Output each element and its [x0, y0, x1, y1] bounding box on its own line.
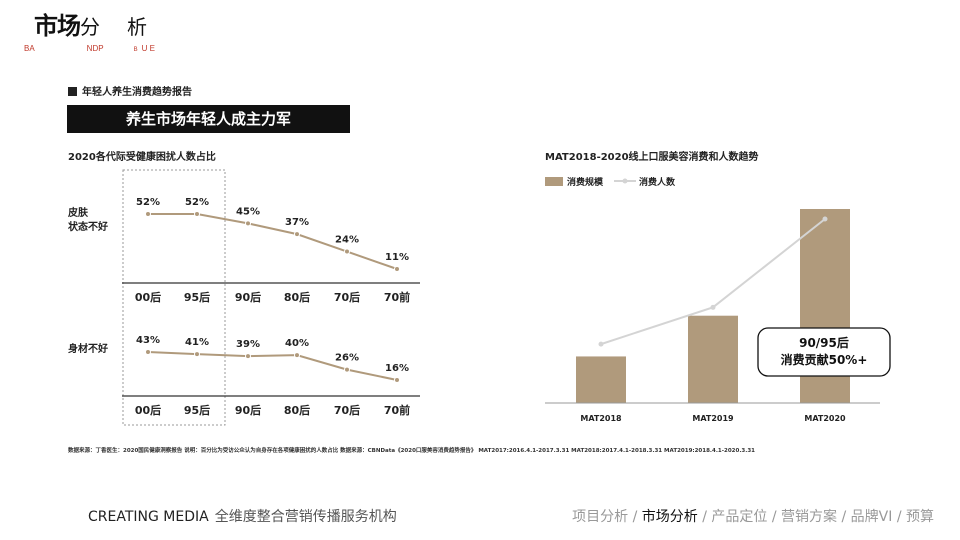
series-line [148, 213, 398, 270]
data-point [145, 349, 151, 355]
tick-label: 70前 [384, 403, 410, 417]
footer-brand: CREATING MEDIA 全维度整合营销传播服务机构 [88, 509, 397, 525]
series-label: 身材不好 [68, 342, 108, 355]
data-point [710, 304, 716, 310]
legend-swatch-bar [545, 177, 563, 186]
data-point [394, 266, 400, 272]
banner-heading: 养生市场年轻人成主力军 [67, 105, 350, 133]
tick-label: 95后 [184, 290, 210, 304]
nav-item[interactable]: 营销方案 [781, 509, 838, 525]
data-label: 39% [236, 339, 260, 350]
series-line [147, 351, 398, 381]
annotation-text: 90/95后 [799, 335, 849, 350]
bar-chart-title: MAT2018-2020线上口服美容消费和人数趋势 [545, 152, 759, 163]
data-label: 52% [185, 197, 209, 208]
nav-item[interactable]: 市场分析 [641, 509, 698, 525]
data-label: 43% [136, 335, 160, 346]
series-label: 状态不好 [68, 220, 108, 233]
tick-label: 70后 [334, 403, 360, 417]
tick-label: 90后 [235, 290, 261, 304]
tick-label: 70后 [334, 290, 360, 304]
legend-label: 消费规模 [567, 176, 604, 188]
nav-separator: / [837, 509, 851, 525]
data-point [294, 352, 300, 359]
line-chart-title: 2020各代际受健康困扰人数占比 [68, 152, 216, 163]
nav-item[interactable]: 项目分析 [572, 509, 629, 525]
tick-label: MAT2018 [580, 414, 622, 423]
data-point [344, 366, 350, 373]
logo-watermark: BA NDP B U E [24, 44, 155, 53]
bar [688, 315, 738, 403]
tick-label: 80后 [284, 290, 310, 304]
tick-label: MAT2020 [804, 414, 846, 423]
tick-label: 00后 [135, 403, 161, 417]
nav-separator: / [628, 509, 642, 525]
series-label: 皮肤 [67, 206, 89, 219]
nav-separator: / [892, 509, 906, 525]
data-label: 16% [385, 363, 409, 374]
tick-label: 80后 [284, 403, 310, 417]
data-point [394, 377, 400, 383]
data-label: 41% [185, 337, 209, 348]
data-label: 52% [136, 197, 160, 208]
data-label: 37% [285, 217, 309, 228]
legend-marker [622, 178, 628, 184]
data-point [194, 351, 200, 358]
footer-nav: 项目分析 / 市场分析 / 产品定位 / 营销方案 / 品牌VI / 预算 [572, 506, 934, 526]
data-point [145, 211, 151, 217]
data-point [245, 353, 251, 360]
tick-label: 00后 [135, 290, 161, 304]
section-label: 年轻人养生消费趋势报告 [68, 83, 192, 98]
data-point [294, 231, 300, 238]
footnote: 数据来源：丁香医生：2020国民健康洞察报告 说明：百分比为受访公众认为自身存在… [68, 448, 755, 454]
data-point [598, 341, 604, 347]
data-label: 45% [236, 206, 260, 217]
data-point [245, 220, 251, 227]
data-point [194, 211, 200, 217]
nav-item[interactable]: 品牌VI [850, 509, 893, 525]
nav-item[interactable]: 产品定位 [711, 509, 768, 525]
bar [576, 356, 626, 403]
annotation-text: 消费贡献50%+ [781, 352, 868, 367]
nav-separator: / [697, 509, 712, 525]
page-title: 市场分析 [34, 12, 147, 40]
tick-label: 90后 [235, 403, 261, 417]
highlight-box [122, 169, 226, 426]
annotation-box [757, 327, 891, 377]
data-point [344, 248, 350, 255]
legend-label: 消费人数 [639, 176, 676, 188]
data-point [822, 216, 828, 222]
nav-item[interactable]: 预算 [906, 509, 934, 525]
data-label: 24% [335, 235, 359, 246]
data-label: 11% [385, 252, 409, 263]
data-label: 40% [285, 338, 309, 349]
nav-separator: / [767, 509, 782, 525]
data-label: 26% [335, 353, 359, 364]
tick-label: 95后 [184, 403, 210, 417]
tick-label: 70前 [384, 290, 410, 304]
tick-label: MAT2019 [692, 414, 734, 423]
